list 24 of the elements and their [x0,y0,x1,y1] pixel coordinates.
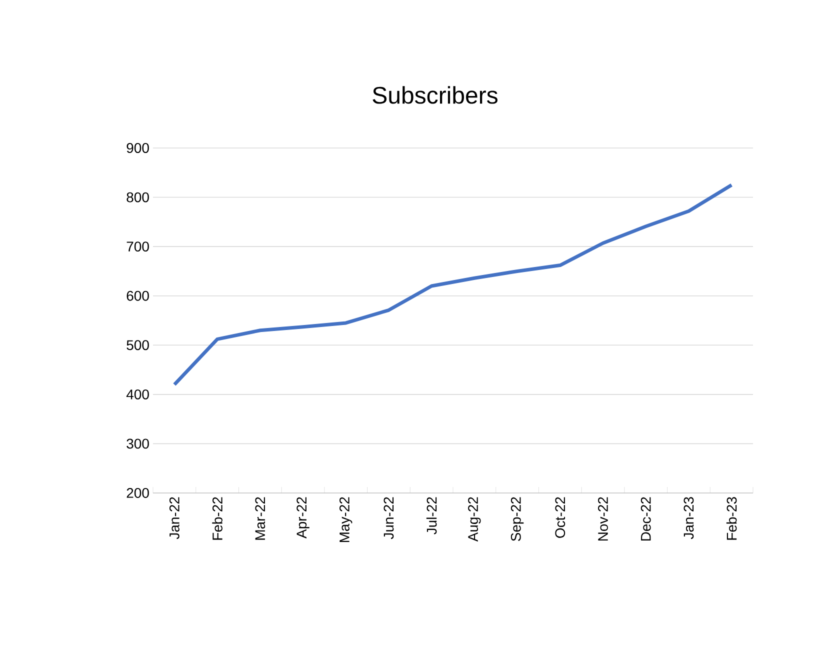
x-tick-label: Feb-23 [726,497,737,540]
y-tick-label: 300 [126,438,149,449]
x-tick-label: Aug-22 [468,497,481,542]
x-tick-label: Nov-22 [598,497,608,541]
y-tick-label: 800 [126,192,149,202]
x-tick-label: Jun-22 [384,497,394,540]
y-tick-label: 700 [126,242,149,252]
y-tick-label: 900 [126,143,149,153]
y-tick-label: 200 [126,488,149,498]
y-tick-label: 500 [126,340,149,350]
x-tick-label: Oct-22 [555,497,566,538]
x-tick-label: Jul-22 [426,497,437,534]
y-tick-label: 600 [126,290,149,301]
x-tick-label: Apr-22 [296,497,310,539]
x-tick-label: Sep-22 [510,497,524,542]
x-tick-label: May-22 [340,497,352,542]
line-series [172,183,734,386]
chart-title: Subscribers [372,86,498,104]
x-tick-label: Jan-22 [169,497,180,540]
x-tick-label: Jan-23 [684,497,694,540]
x-tick-label: Feb-22 [212,497,222,540]
y-tick-label: 400 [126,389,149,400]
x-tick-label: Dec-22 [640,497,651,541]
x-tick-label: Mar-22 [255,497,266,540]
